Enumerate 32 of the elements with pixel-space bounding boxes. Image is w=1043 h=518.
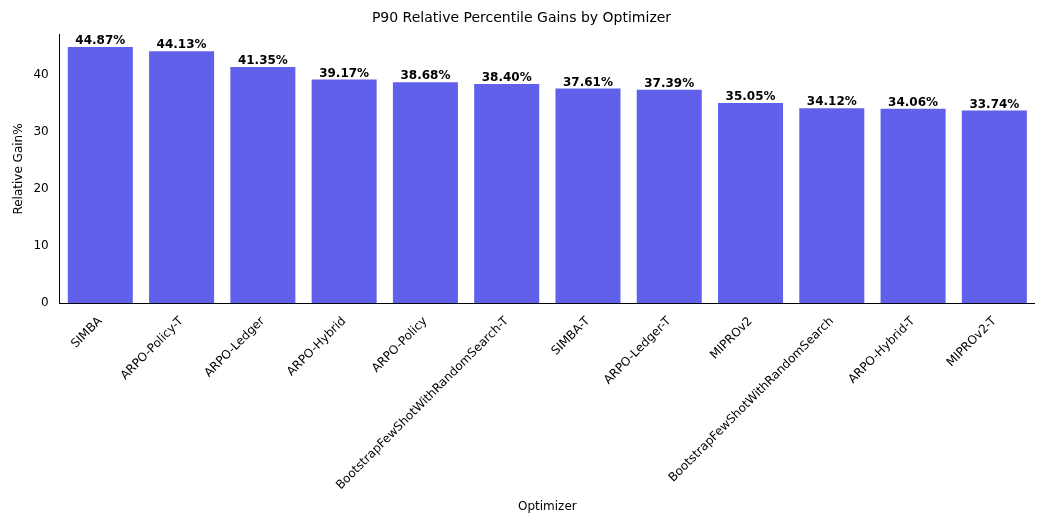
bar	[799, 108, 865, 304]
bar	[67, 46, 133, 304]
y-tick-label: 0	[41, 295, 49, 310]
x-axis-title: Optimizer	[517, 498, 577, 513]
bar	[474, 83, 540, 304]
data-label: 35.05%	[725, 89, 776, 104]
data-label: 37.39%	[644, 75, 695, 90]
data-label: 33.74%	[969, 96, 1020, 111]
bar	[311, 79, 377, 304]
chart-title: P90 Relative Percentile Gains by Optimizer	[371, 9, 672, 26]
data-label: 38.68%	[400, 68, 451, 83]
bar	[636, 89, 702, 304]
data-label: 44.13%	[156, 37, 207, 52]
y-axis-title: Relative Gain%	[11, 123, 26, 215]
bar	[392, 82, 458, 304]
y-tick-label: 20	[33, 181, 49, 196]
data-label: 44.87%	[75, 33, 126, 48]
bar	[718, 103, 784, 304]
y-tick-label: 10	[33, 238, 49, 253]
bar	[230, 67, 296, 304]
bar	[555, 88, 621, 304]
data-label: 34.06%	[888, 94, 939, 109]
data-label: 37.61%	[562, 74, 613, 89]
bar	[880, 108, 946, 304]
data-label: 41.35%	[237, 53, 288, 68]
data-label: 38.40%	[481, 70, 532, 85]
bar	[961, 110, 1027, 304]
data-label: 34.12%	[806, 94, 857, 109]
y-tick-label: 40	[33, 66, 49, 81]
bar	[149, 51, 215, 304]
data-label: 39.17%	[319, 65, 370, 80]
y-tick-label: 30	[33, 124, 49, 138]
